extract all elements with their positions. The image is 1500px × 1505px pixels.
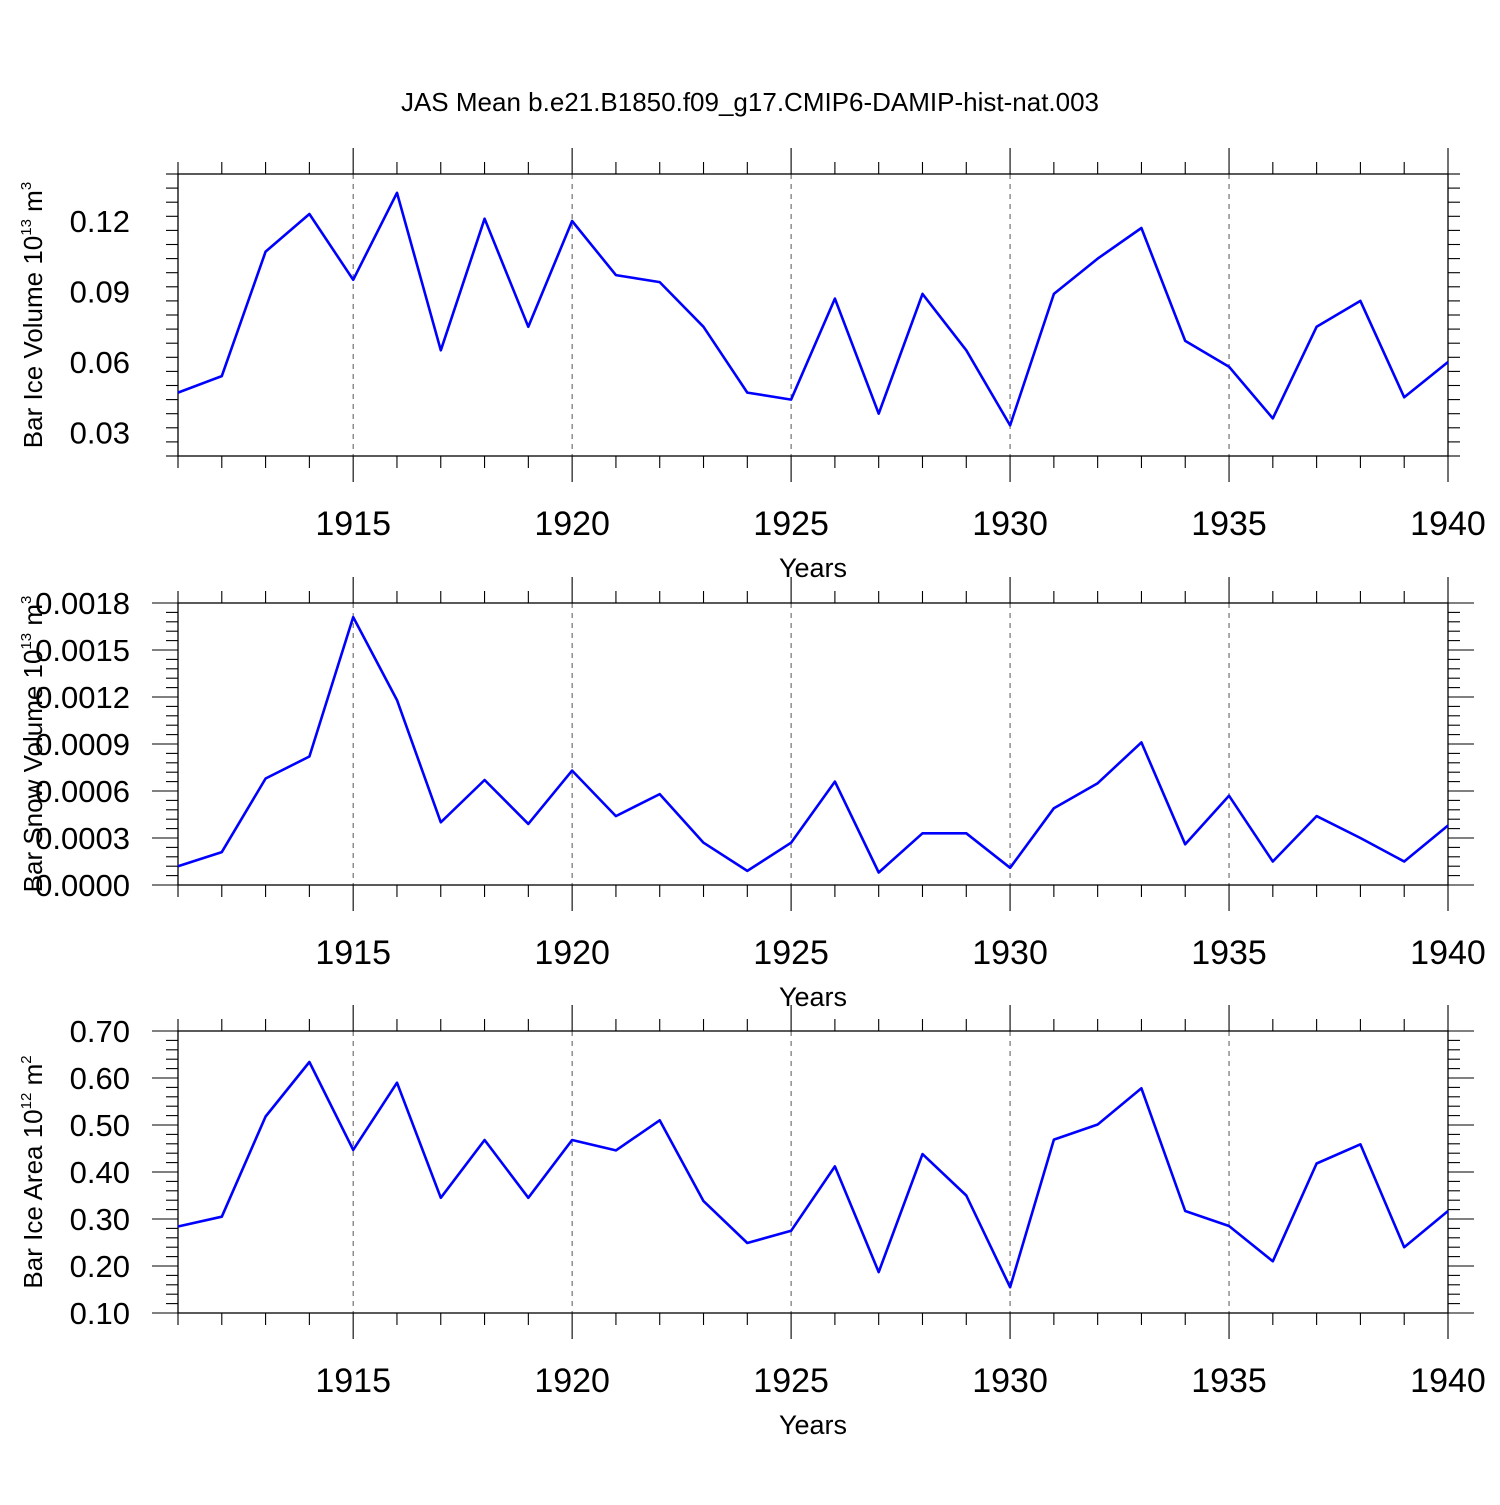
y-tick-label: 0.0003 <box>35 821 130 856</box>
chart-panels: 1915 1920 1925 1930 1935 1940 Years 0.03 0.06 0.0… <box>18 148 1486 1440</box>
y-tick-label: 0.03 <box>70 416 130 451</box>
y-axis-label: Bar Ice Area 1012 m2 <box>18 1055 48 1288</box>
series-line <box>178 1062 1448 1287</box>
panel-3: 1915 1920 1925 1930 1935 1940 Years 0.10 0.20 0.3… <box>18 1005 1486 1440</box>
x-tick-label: 1915 <box>315 1362 391 1400</box>
y-tick-label: 0.06 <box>70 345 130 380</box>
x-tick-label: 1925 <box>753 1362 829 1400</box>
x-tick-label: 1935 <box>1191 505 1267 543</box>
y-tick-label: 0.70 <box>70 1014 130 1049</box>
y-tick-label: 0.09 <box>70 275 130 310</box>
x-tick-label: 1930 <box>972 934 1048 972</box>
y-tick-label: 0.0015 <box>35 633 130 668</box>
y-tick-label: 0.10 <box>70 1296 130 1331</box>
x-axis-label: Years <box>779 1410 847 1440</box>
x-tick-label: 1940 <box>1410 934 1486 972</box>
y-tick-label: 0.60 <box>70 1061 130 1096</box>
x-tick-label: 1920 <box>534 934 610 972</box>
x-tick-label: 1940 <box>1410 505 1486 543</box>
y-tick-label: 0.0012 <box>35 680 130 715</box>
panel-1: 1915 1920 1925 1930 1935 1940 Years 0.03 0.06 0.0… <box>18 148 1486 583</box>
x-axis-label: Years <box>779 982 847 1012</box>
y-tick-label: 0.20 <box>70 1249 130 1284</box>
plot-frame <box>178 1031 1448 1313</box>
panel-2: 1915 1920 1925 1930 1935 1940 Years 0.0000 0.000… <box>18 577 1486 1012</box>
y-tick-label: 0.50 <box>70 1108 130 1143</box>
x-tick-label: 1930 <box>972 505 1048 543</box>
plot-frame <box>178 174 1448 456</box>
x-tick-label: 1920 <box>534 505 610 543</box>
x-tick-label: 1925 <box>753 934 829 972</box>
series-line <box>178 617 1448 872</box>
x-tick-label: 1915 <box>315 505 391 543</box>
y-tick-label: 0.0000 <box>35 868 130 903</box>
x-tick-label: 1915 <box>315 934 391 972</box>
x-tick-label: 1935 <box>1191 1362 1267 1400</box>
y-tick-label: 0.40 <box>70 1155 130 1190</box>
y-tick-label: 0.30 <box>70 1202 130 1237</box>
chart-title: JAS Mean b.e21.B1850.f09_g17.CMIP6-DAMIP… <box>401 87 1099 117</box>
y-tick-label: 0.0018 <box>35 586 130 621</box>
y-axis-label: Bar Ice Volume 1013 m3 <box>18 182 48 448</box>
x-tick-label: 1925 <box>753 505 829 543</box>
x-tick-label: 1920 <box>534 1362 610 1400</box>
x-tick-label: 1935 <box>1191 934 1267 972</box>
y-tick-label: 0.0006 <box>35 774 130 809</box>
x-tick-label: 1940 <box>1410 1362 1486 1400</box>
series-line <box>178 193 1448 426</box>
x-axis-label: Years <box>779 553 847 583</box>
y-tick-label: 0.12 <box>70 204 130 239</box>
y-tick-label: 0.0009 <box>35 727 130 762</box>
x-tick-label: 1930 <box>972 1362 1048 1400</box>
